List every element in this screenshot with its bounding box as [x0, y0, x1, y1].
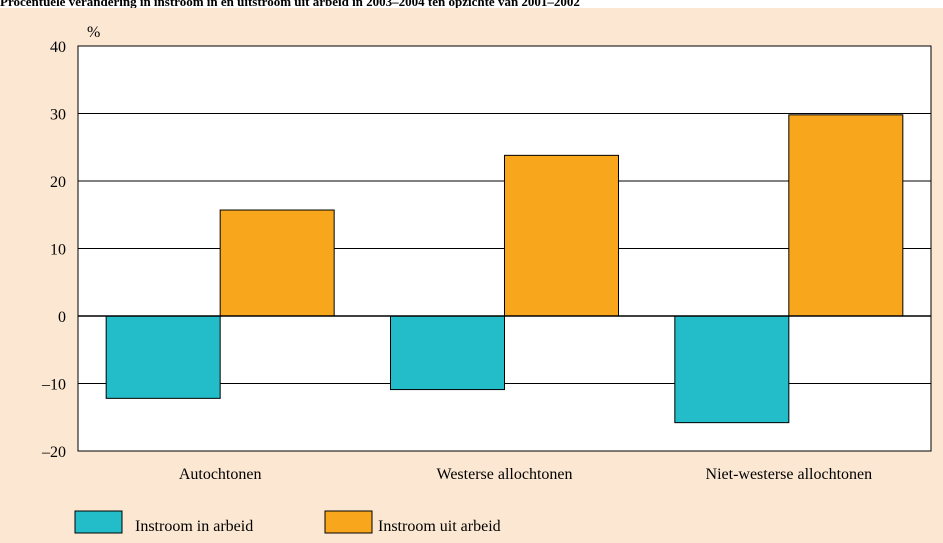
legend-swatch-instroom-in [74, 510, 123, 534]
y-tick-label: –10 [41, 377, 66, 394]
y-axis-label: % [87, 24, 100, 41]
legend-label: Instroom uit arbeid [378, 518, 501, 535]
category-label: Niet-westerse allochtonen [706, 466, 873, 483]
legend-label: Instroom in arbeid [135, 518, 253, 535]
y-tick-label: 30 [50, 107, 66, 124]
y-tick-labels: 40 30 20 10 0 –10 –20 [41, 39, 66, 461]
legend-swatch-instroom-uit [324, 510, 373, 534]
bar-instroom-uit [788, 114, 904, 317]
category-label: Westerse allochtonen [437, 466, 573, 483]
category-label: Autochtonen [179, 466, 262, 483]
bar-instroom-in [674, 315, 790, 424]
bar-instroom-in [390, 315, 505, 391]
y-tick-label: –20 [41, 444, 66, 461]
y-tick-label: 20 [50, 174, 66, 191]
y-tick-label: 10 [50, 242, 66, 259]
bars [105, 114, 904, 424]
bar-instroom-uit [219, 209, 335, 317]
page-title: Procentuele verandering in instroom in e… [0, 0, 580, 8]
legend: Instroom in arbeid Instroom uit arbeid [74, 510, 501, 535]
y-tick-label: 40 [50, 39, 66, 56]
bar-instroom-in [105, 315, 221, 399]
y-tick-label: 0 [58, 309, 66, 326]
bar-instroom-uit [504, 154, 619, 317]
category-labels: Autochtonen Westerse allochtonen Niet-west… [179, 466, 872, 483]
